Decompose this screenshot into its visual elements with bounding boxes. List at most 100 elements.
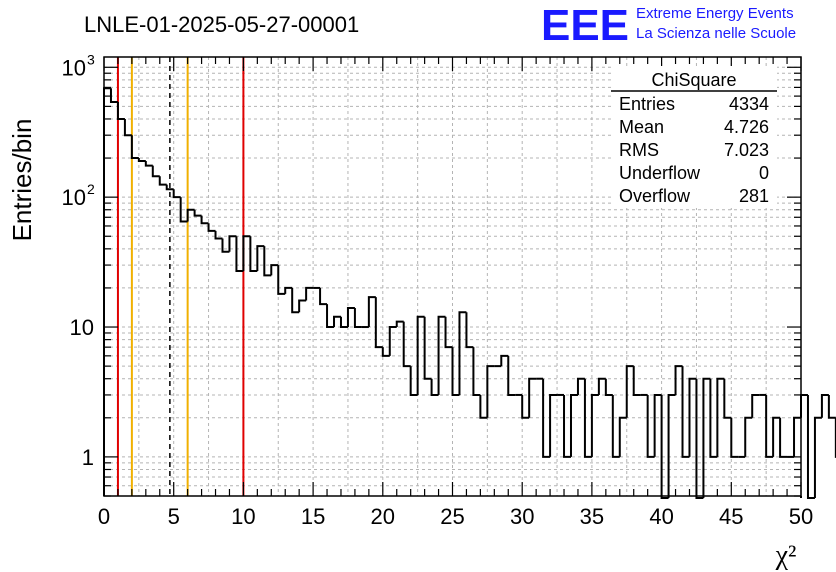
histogram-bin-step [374,297,383,349]
histogram-bin [660,394,669,499]
histogram-bin-step [458,311,467,395]
histogram-bin [353,308,362,329]
histogram-bin-step [542,378,551,458]
histogram-bin-step [730,417,739,458]
histogram-bin-step [430,378,439,396]
histogram-bin-step [130,135,139,160]
histogram-bin [158,176,167,186]
histogram-bin-step [214,230,223,240]
y-tick-label: 10 [70,315,94,340]
histogram-bin-step [409,366,418,396]
histogram-bin [604,378,613,396]
histogram-bin [374,297,383,349]
histogram-bin-step [472,347,481,396]
histogram-bin [576,377,585,395]
histogram-bin [472,347,481,396]
y-tick-label: 10 [62,185,86,210]
histogram-bin-step [583,378,592,458]
histogram-bin [730,417,739,458]
histogram-bin [346,307,355,328]
histogram-bin-step [500,354,509,367]
histogram-bin-step [479,394,488,419]
x-ticks: 0 5 10 15 20 25 30 35 40 45 50 [98,57,813,529]
chart-title: LNLE-01-2025-05-27-00001 [84,12,359,37]
stats-label-underflow: Underflow [619,163,701,183]
histogram-bin-step [277,265,286,295]
histogram-bin [423,316,432,380]
histogram-bin [716,377,725,457]
histogram-bin-step [667,393,676,498]
y-tick-exponent: 3 [87,51,95,67]
histogram-bin [646,394,655,458]
stats-box-title: ChiSquare [651,70,736,90]
histogram-bin [723,378,732,419]
histogram-bin-step [263,246,272,277]
histogram-bin-step [723,378,732,419]
histogram-bin [674,365,683,395]
histogram-bin-step [193,209,202,217]
x-tick-label: 15 [301,504,325,529]
histogram-bin-step [813,416,822,498]
histogram-bin-step [660,394,669,499]
histogram-bin-step [444,316,453,349]
histogram-bin [333,315,341,328]
histogram-bin-step [486,365,495,418]
stats-box: ChiSquare Entries 4334 Mean 4.726 RMS 7.… [611,66,777,208]
histogram-bin [214,230,223,240]
y-tick-exponent: 2 [87,181,95,197]
stats-value-entries: 4334 [729,94,769,114]
histogram-bin [416,315,425,395]
histogram-bin [765,394,774,458]
histogram-bin [249,236,258,273]
histogram-bin [744,416,753,457]
histogram-bin [653,393,662,457]
histogram-bin [542,378,551,458]
histogram-bin-step [604,378,613,396]
histogram-bin-step [423,316,432,380]
histogram-bin [451,347,460,396]
histogram-bin [242,235,251,272]
histogram-bin-step [653,393,662,457]
histogram-bin [806,394,815,499]
eee-logo: EEE Extreme Energy Events La Scienza nel… [541,1,796,50]
histogram-bin [103,87,111,496]
histogram-bin [263,246,272,277]
histogram-bin-step [716,377,725,457]
histogram-bin-step [144,160,153,167]
histogram-bin [486,365,495,418]
histogram-bin-step [228,235,237,252]
histogram-bin-step [688,377,697,457]
histogram-bin-step [625,365,634,418]
histogram-bin [458,311,467,395]
histogram-bin-step [353,308,362,329]
histogram-bin-step [116,102,125,120]
histogram-bin-step [395,320,404,328]
histogram-bin-step [806,394,815,499]
histogram-bin-step [779,417,788,458]
histogram-bin [793,416,801,457]
histogram-bin-step [751,393,760,418]
histogram-bin [549,393,558,457]
histogram-bin-step [319,287,328,306]
stats-box-background [611,66,777,208]
histogram-bin [381,347,390,357]
histogram-bin [583,378,592,458]
eee-logo-line1: Extreme Energy Events [636,5,794,22]
histogram-bin [528,377,537,418]
histogram-bin [221,238,230,253]
histogram-bin-step [820,393,829,418]
stats-label-overflow: Overflow [619,186,691,206]
histogram-bin-step [103,87,111,496]
y-axis-label: Entries/bin [7,119,37,242]
histogram-bin [367,296,376,328]
histogram-bin-step [465,312,474,349]
histogram-bin-step [528,377,537,418]
histogram-bin-step [590,393,599,457]
threshold-lines [116,57,245,496]
histogram-bin-step [179,197,188,223]
histogram-bin-step [333,315,341,328]
histogram-bin [702,377,711,498]
histogram-bin-step [172,189,181,199]
